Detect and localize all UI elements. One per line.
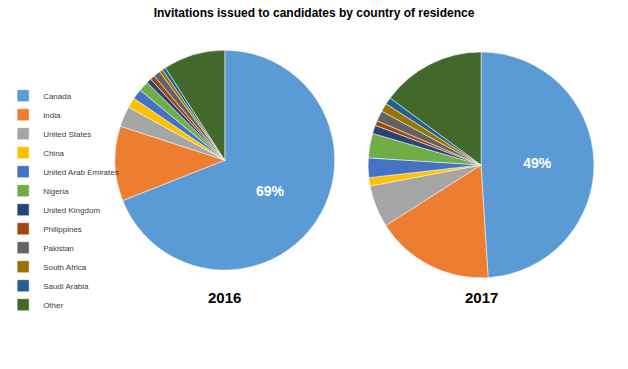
svg-text:49%: 49% bbox=[523, 155, 552, 171]
svg-text:United Kingdom: United Kingdom bbox=[43, 206, 100, 215]
svg-text:Philippines: Philippines bbox=[43, 225, 82, 234]
svg-text:2016: 2016 bbox=[208, 289, 241, 306]
svg-text:Saudi Arabia: Saudi Arabia bbox=[43, 282, 89, 291]
svg-text:United States: United States bbox=[43, 130, 91, 139]
svg-text:Nigeria: Nigeria bbox=[43, 187, 69, 196]
svg-text:2017: 2017 bbox=[465, 289, 498, 306]
svg-text:United Arab Emirates: United Arab Emirates bbox=[43, 168, 119, 177]
svg-text:Other: Other bbox=[43, 301, 63, 310]
svg-text:Pakistan: Pakistan bbox=[43, 244, 74, 253]
svg-text:South Africa: South Africa bbox=[43, 263, 87, 272]
svg-text:Canada: Canada bbox=[43, 92, 72, 101]
svg-text:China: China bbox=[43, 149, 64, 158]
svg-text:Invitations issued to candidat: Invitations issued to candidates by coun… bbox=[154, 6, 475, 20]
svg-text:69%: 69% bbox=[256, 183, 285, 199]
svg-text:India: India bbox=[43, 111, 61, 120]
